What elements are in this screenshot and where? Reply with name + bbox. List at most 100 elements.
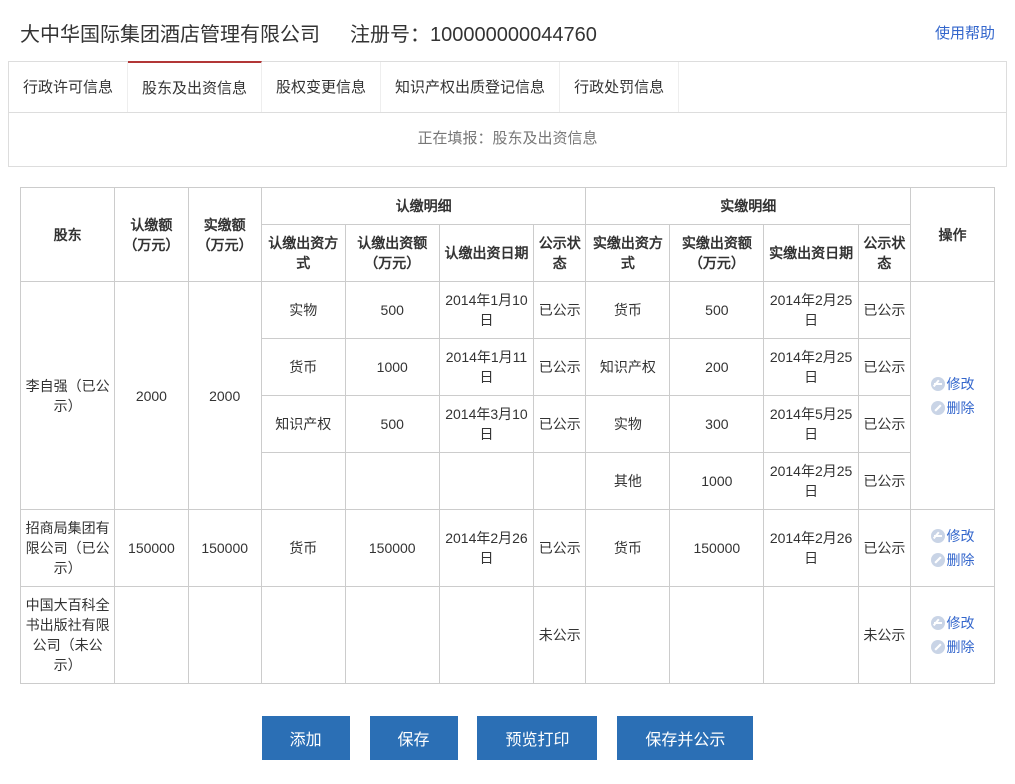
shareholder-cell: 中国大百科全书出版社有限公司（未公示） [21,587,115,684]
save-publish-button[interactable]: 保存并公示 [617,716,753,760]
paid-amount-cell: 300 [670,396,764,453]
tab-shareholder[interactable]: 股东及出资信息 [128,61,262,112]
sub-status-cell [534,453,586,510]
paid-date-cell: 2014年5月25日 [764,396,858,453]
paid-amount-cell: 500 [670,282,764,339]
paid-method-cell: 实物 [586,396,670,453]
edit-icon [931,529,945,543]
sub-date-cell: 2014年1月10日 [439,282,533,339]
th-sub-status: 公示状态 [534,225,586,282]
th-paid-amount: 实缴出资额（万元） [670,225,764,282]
tab-penalty[interactable]: 行政处罚信息 [560,62,679,112]
actions-cell: 修改删除 [911,510,995,587]
filling-hint: 正在填报：股东及出资信息 [8,113,1007,167]
paid-method-cell: 其他 [586,453,670,510]
paid-date-cell [764,587,858,684]
th-paid-date: 实缴出资日期 [764,225,858,282]
registration-number: 注册号：100000000044760 [350,18,597,47]
th-paid-status: 公示状态 [858,225,910,282]
tab-bar: 行政许可信息 股东及出资信息 股权变更信息 知识产权出质登记信息 行政处罚信息 [8,61,1007,113]
edit-icon [931,616,945,630]
edit-link[interactable]: 修改 [931,613,975,633]
th-shareholder: 股东 [21,188,115,282]
delete-icon [931,401,945,415]
paid-status-cell: 已公示 [858,510,910,587]
paid-total-cell: 150000 [188,510,261,587]
table-row: 李自强（已公示）20002000实物5002014年1月10日已公示货币5002… [21,282,995,339]
sub-amount-cell: 1000 [345,339,439,396]
actions-cell: 修改删除 [911,587,995,684]
page-header: 大中华国际集团酒店管理有限公司 注册号：100000000044760 使用帮助 [0,0,1015,61]
tab-ip-pledge[interactable]: 知识产权出质登记信息 [381,62,560,112]
shareholder-cell: 李自强（已公示） [21,282,115,510]
sub-total-cell [115,587,188,684]
th-sub-amount: 认缴出资额（万元） [345,225,439,282]
sub-total-cell: 2000 [115,282,188,510]
sub-status-cell: 已公示 [534,282,586,339]
actions-cell: 修改删除 [911,282,995,510]
th-sub-method: 认缴出资方式 [261,225,345,282]
sub-date-cell [439,453,533,510]
sub-amount-cell: 500 [345,396,439,453]
sub-status-cell: 未公示 [534,587,586,684]
shareholder-cell: 招商局集团有限公司（已公示） [21,510,115,587]
delete-icon [931,553,945,567]
delete-icon [931,640,945,654]
sub-date-cell [439,587,533,684]
sub-status-cell: 已公示 [534,510,586,587]
paid-status-cell: 已公示 [858,339,910,396]
sub-date-cell: 2014年2月26日 [439,510,533,587]
shareholder-table: 股东 认缴额（万元） 实缴额（万元） 认缴明细 实缴明细 操作 认缴出资方式 认… [20,187,995,684]
delete-link[interactable]: 删除 [931,550,975,570]
paid-status-cell: 未公示 [858,587,910,684]
sub-status-cell: 已公示 [534,396,586,453]
paid-method-cell: 货币 [586,282,670,339]
paid-method-cell [586,587,670,684]
paid-amount-cell [670,587,764,684]
paid-status-cell: 已公示 [858,453,910,510]
th-sub-date: 认缴出资日期 [439,225,533,282]
sub-method-cell: 货币 [261,510,345,587]
help-link[interactable]: 使用帮助 [935,22,995,43]
sub-method-cell: 知识产权 [261,396,345,453]
sub-amount-cell: 500 [345,282,439,339]
paid-amount-cell: 1000 [670,453,764,510]
tab-equity-change[interactable]: 股权变更信息 [262,62,381,112]
tab-licensing[interactable]: 行政许可信息 [9,62,128,112]
preview-print-button[interactable]: 预览打印 [477,716,597,760]
delete-link[interactable]: 删除 [931,637,975,657]
company-name: 大中华国际集团酒店管理有限公司 [20,18,320,47]
paid-method-cell: 货币 [586,510,670,587]
sub-method-cell [261,587,345,684]
paid-date-cell: 2014年2月25日 [764,453,858,510]
add-button[interactable]: 添加 [262,716,350,760]
th-paid-detail: 实缴明细 [586,188,911,225]
th-paid-method: 实缴出资方式 [586,225,670,282]
sub-method-cell: 实物 [261,282,345,339]
paid-total-cell [188,587,261,684]
th-sub-total: 认缴额（万元） [115,188,188,282]
sub-date-cell: 2014年1月11日 [439,339,533,396]
th-actions: 操作 [911,188,995,282]
sub-method-cell [261,453,345,510]
sub-method-cell: 货币 [261,339,345,396]
button-row: 添加 保存 预览打印 保存并公示 [0,694,1015,784]
th-paid-total: 实缴额（万元） [188,188,261,282]
sub-amount-cell [345,453,439,510]
sub-total-cell: 150000 [115,510,188,587]
edit-link[interactable]: 修改 [931,526,975,546]
edit-icon [931,377,945,391]
paid-status-cell: 已公示 [858,282,910,339]
paid-amount-cell: 150000 [670,510,764,587]
paid-method-cell: 知识产权 [586,339,670,396]
sub-amount-cell [345,587,439,684]
edit-link[interactable]: 修改 [931,374,975,394]
table-row: 中国大百科全书出版社有限公司（未公示）未公示未公示修改删除 [21,587,995,684]
paid-status-cell: 已公示 [858,396,910,453]
delete-link[interactable]: 删除 [931,398,975,418]
paid-amount-cell: 200 [670,339,764,396]
th-sub-detail: 认缴明细 [261,188,586,225]
save-button[interactable]: 保存 [370,716,458,760]
paid-date-cell: 2014年2月25日 [764,339,858,396]
paid-total-cell: 2000 [188,282,261,510]
